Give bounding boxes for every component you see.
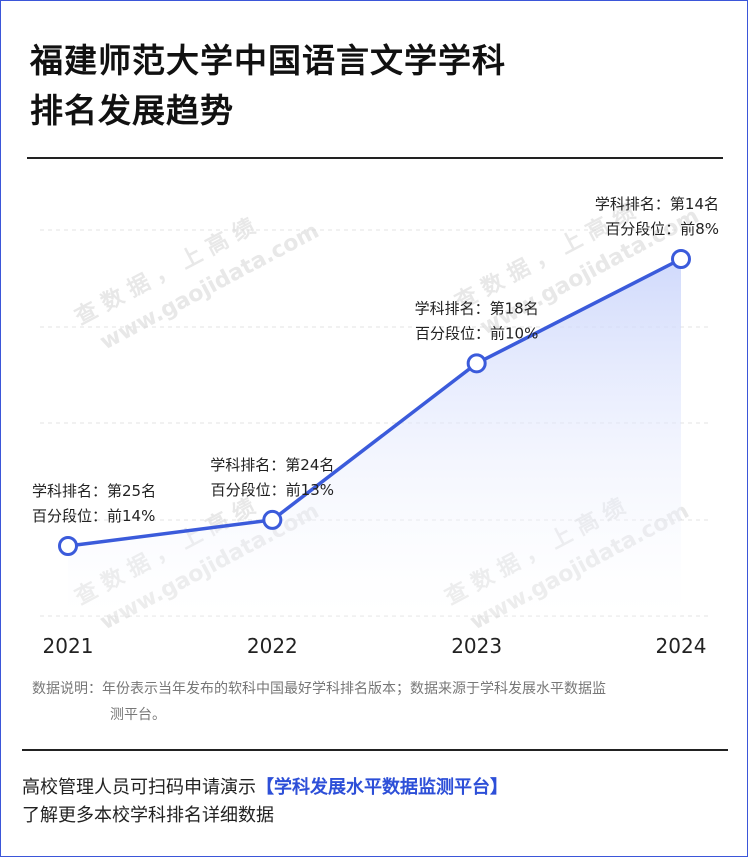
data-point xyxy=(466,353,487,374)
note-line-2: 测平台。 xyxy=(110,707,166,723)
top-divider xyxy=(27,157,723,159)
data-point xyxy=(671,249,691,269)
cta-prefix: 高校管理人员可扫码申请演示 xyxy=(22,777,256,798)
data-label: 学科排名：第14名 xyxy=(595,195,719,213)
data-label: 百分段位：前8% xyxy=(605,220,719,238)
data-note: 数据说明：年份表示当年发布的软科中国最好学科排名版本；数据来源于学科发展水平数据… xyxy=(32,676,722,728)
data-point xyxy=(58,536,78,556)
data-label: 百分段位：前13% xyxy=(211,481,334,499)
note-line-1: 数据说明：年份表示当年发布的软科中国最好学科排名版本；数据来源于学科发展水平数据… xyxy=(32,681,606,697)
data-label: 学科排名：第24名 xyxy=(210,456,334,474)
cta-line-1: 高校管理人员可扫码申请演示【学科发展水平数据监测平台】 xyxy=(22,774,722,802)
data-label: 学科排名：第18名 xyxy=(415,299,539,317)
page-title: 福建师范大学中国语言文学学科 排名发展趋势 xyxy=(30,36,670,136)
data-points xyxy=(58,249,691,556)
title-line-1: 福建师范大学中国语言文学学科 xyxy=(30,41,506,80)
title-line-2: 排名发展趋势 xyxy=(30,91,234,130)
platform-link[interactable]: 【学科发展水平数据监测平台】 xyxy=(256,777,508,798)
x-tick-label: 2021 xyxy=(43,634,94,658)
series-line xyxy=(67,257,682,548)
data-label: 百分段位：前14% xyxy=(32,507,155,525)
x-tick-label: 2022 xyxy=(247,634,298,658)
bottom-divider xyxy=(22,749,728,751)
x-tick-label: 2024 xyxy=(656,634,707,658)
cta-line-2: 了解更多本校学科排名详细数据 xyxy=(22,805,274,826)
call-to-action: 高校管理人员可扫码申请演示【学科发展水平数据监测平台】 了解更多本校学科排名详细… xyxy=(22,774,722,830)
data-label: 百分段位：前10% xyxy=(415,324,538,342)
x-tick-label: 2023 xyxy=(451,634,502,658)
rank-trend-chart: 查 数 据 ， 上 高 绩 www.gaojidata.com 查 数 据 ， … xyxy=(32,195,719,658)
data-label: 学科排名：第25名 xyxy=(32,482,156,500)
x-axis-ticks: 2021 2022 2023 2024 xyxy=(43,634,707,658)
data-point xyxy=(262,509,283,530)
